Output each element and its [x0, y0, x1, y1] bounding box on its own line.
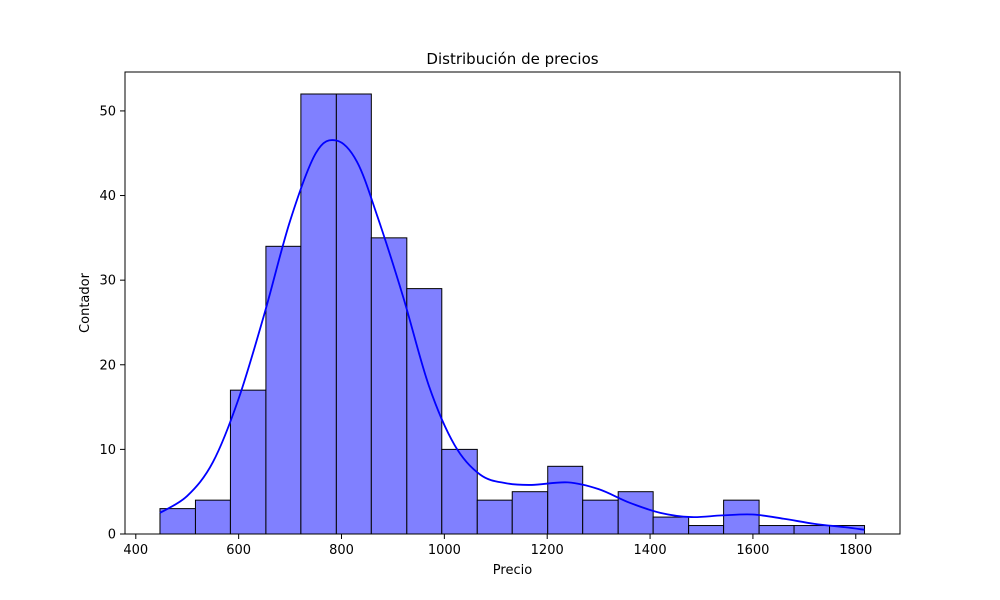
histogram-bar-10: [511, 491, 549, 535]
histogram-bar-17: [758, 525, 795, 535]
kde-curve: [159, 139, 865, 531]
y-tick-label: 10: [99, 443, 116, 458]
histogram-bar-9: [476, 499, 513, 535]
histogram-bar-13: [617, 491, 654, 535]
x-tick-label: 1200: [531, 543, 564, 558]
x-tick-label: 1000: [428, 543, 461, 558]
histogram-bar-8: [441, 448, 478, 535]
histogram-bar-6: [370, 237, 408, 535]
histogram-bar-16: [723, 499, 760, 535]
x-axis-ticks: 400 600 800 1000 1200 1400 1600 1800: [123, 534, 872, 558]
histogram-bar-15: [688, 525, 725, 535]
x-axis-label: Precio: [493, 563, 532, 578]
y-axis-label: Contador: [78, 272, 93, 333]
histogram-bar-3: [265, 245, 302, 535]
plot-frame: [124, 71, 901, 535]
y-axis-ticks: 0 10 20 30 40 50: [99, 104, 125, 543]
x-tick-label: 1800: [839, 543, 872, 558]
y-tick-label: 30: [99, 274, 116, 289]
y-tick-label: 40: [99, 189, 116, 204]
y-tick-label: 50: [99, 104, 116, 119]
histogram-bar-1: [194, 499, 231, 535]
y-tick-label: 0: [108, 528, 116, 543]
histogram-bar-2: [229, 389, 267, 535]
histogram-bar-11: [547, 465, 584, 535]
histogram-bar-18: [793, 525, 831, 535]
histogram-bar-4: [300, 93, 337, 535]
x-tick-label: 1400: [634, 543, 667, 558]
x-tick-label: 1600: [736, 543, 769, 558]
histogram-bar-5: [335, 93, 372, 535]
histogram-bars: [159, 93, 866, 535]
histogram-bar-12: [582, 499, 619, 535]
x-tick-label: 400: [123, 543, 148, 558]
x-tick-label: 600: [226, 543, 251, 558]
histogram-bar-14: [652, 516, 690, 535]
chart-title: Distribución de precios: [426, 50, 598, 68]
histogram-bar-0: [159, 508, 196, 535]
y-tick-label: 20: [99, 358, 116, 373]
x-tick-label: 800: [329, 543, 354, 558]
